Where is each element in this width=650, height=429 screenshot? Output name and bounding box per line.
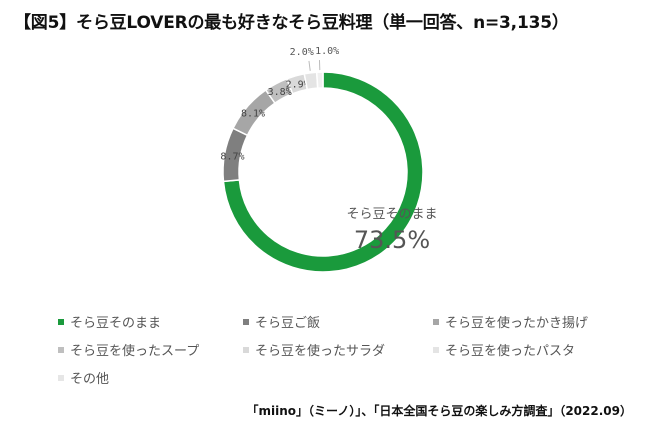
slice-label-value-0: 73.5% [354, 226, 430, 254]
slice-label-3: 3.8% [268, 87, 292, 98]
legend-item-2: そら豆を使ったかき揚げ [433, 312, 618, 331]
slice-5 [303, 71, 319, 91]
legend-item-3: そら豆を使ったスープ [58, 340, 243, 359]
chart-legend: そら豆そのまま そら豆ご飯 そら豆を使ったかき揚げそら豆を使ったスープ そら豆を使った… [58, 312, 618, 387]
donut-chart: そら豆そのまま 73.5% 8.7% 8.1%3.8%2.9% 2.0% 1.0% [220, 46, 438, 273]
legend-item-4: そら豆を使ったサラダ [243, 340, 433, 359]
leader-line-5 [308, 60, 311, 71]
source-note: 「miino」（ミーノ）」、「日本全国そら豆の楽しみ方調査」（2022.09） [246, 404, 632, 418]
legend-item-1: そら豆ご飯 [243, 312, 433, 331]
legend-label: そら豆ご飯 [255, 316, 321, 331]
slice-label-name-0: そら豆そのまま [346, 207, 437, 222]
legend-label: そら豆を使ったかき揚げ [445, 316, 589, 331]
legend-label: そら豆を使ったパスタ [445, 344, 576, 359]
legend-marker [58, 318, 64, 325]
slice-0 [222, 71, 424, 273]
legend-marker [433, 318, 439, 325]
slice-label-2: 8.1% [241, 108, 265, 119]
legend-label: そら豆を使ったサラダ [255, 344, 386, 359]
legend-label: その他 [70, 372, 110, 387]
slice-label-4: 2.9% [286, 80, 310, 91]
legend-marker [58, 346, 64, 353]
legend-item-5: そら豆を使ったパスタ [433, 340, 618, 359]
legend-item-6: その他 [58, 368, 243, 387]
legend-marker [243, 346, 249, 353]
slice-label-1: 8.7% [220, 152, 244, 163]
legend-marker [58, 374, 64, 381]
slice-label-6: 1.0% [315, 46, 339, 57]
legend-label: そら豆そのまま [70, 316, 162, 331]
slice-6 [315, 71, 324, 89]
legend-label: そら豆を使ったスープ [70, 344, 200, 359]
legend-item-0: そら豆そのまま [58, 312, 243, 331]
chart-title: 【図5】そら豆LOVERの最も好きなそら豆料理（単一回答、n=3,135） [14, 13, 569, 33]
legend-marker [243, 318, 249, 325]
slice-label-5: 2.0% [290, 47, 314, 58]
legend-marker [433, 346, 439, 353]
